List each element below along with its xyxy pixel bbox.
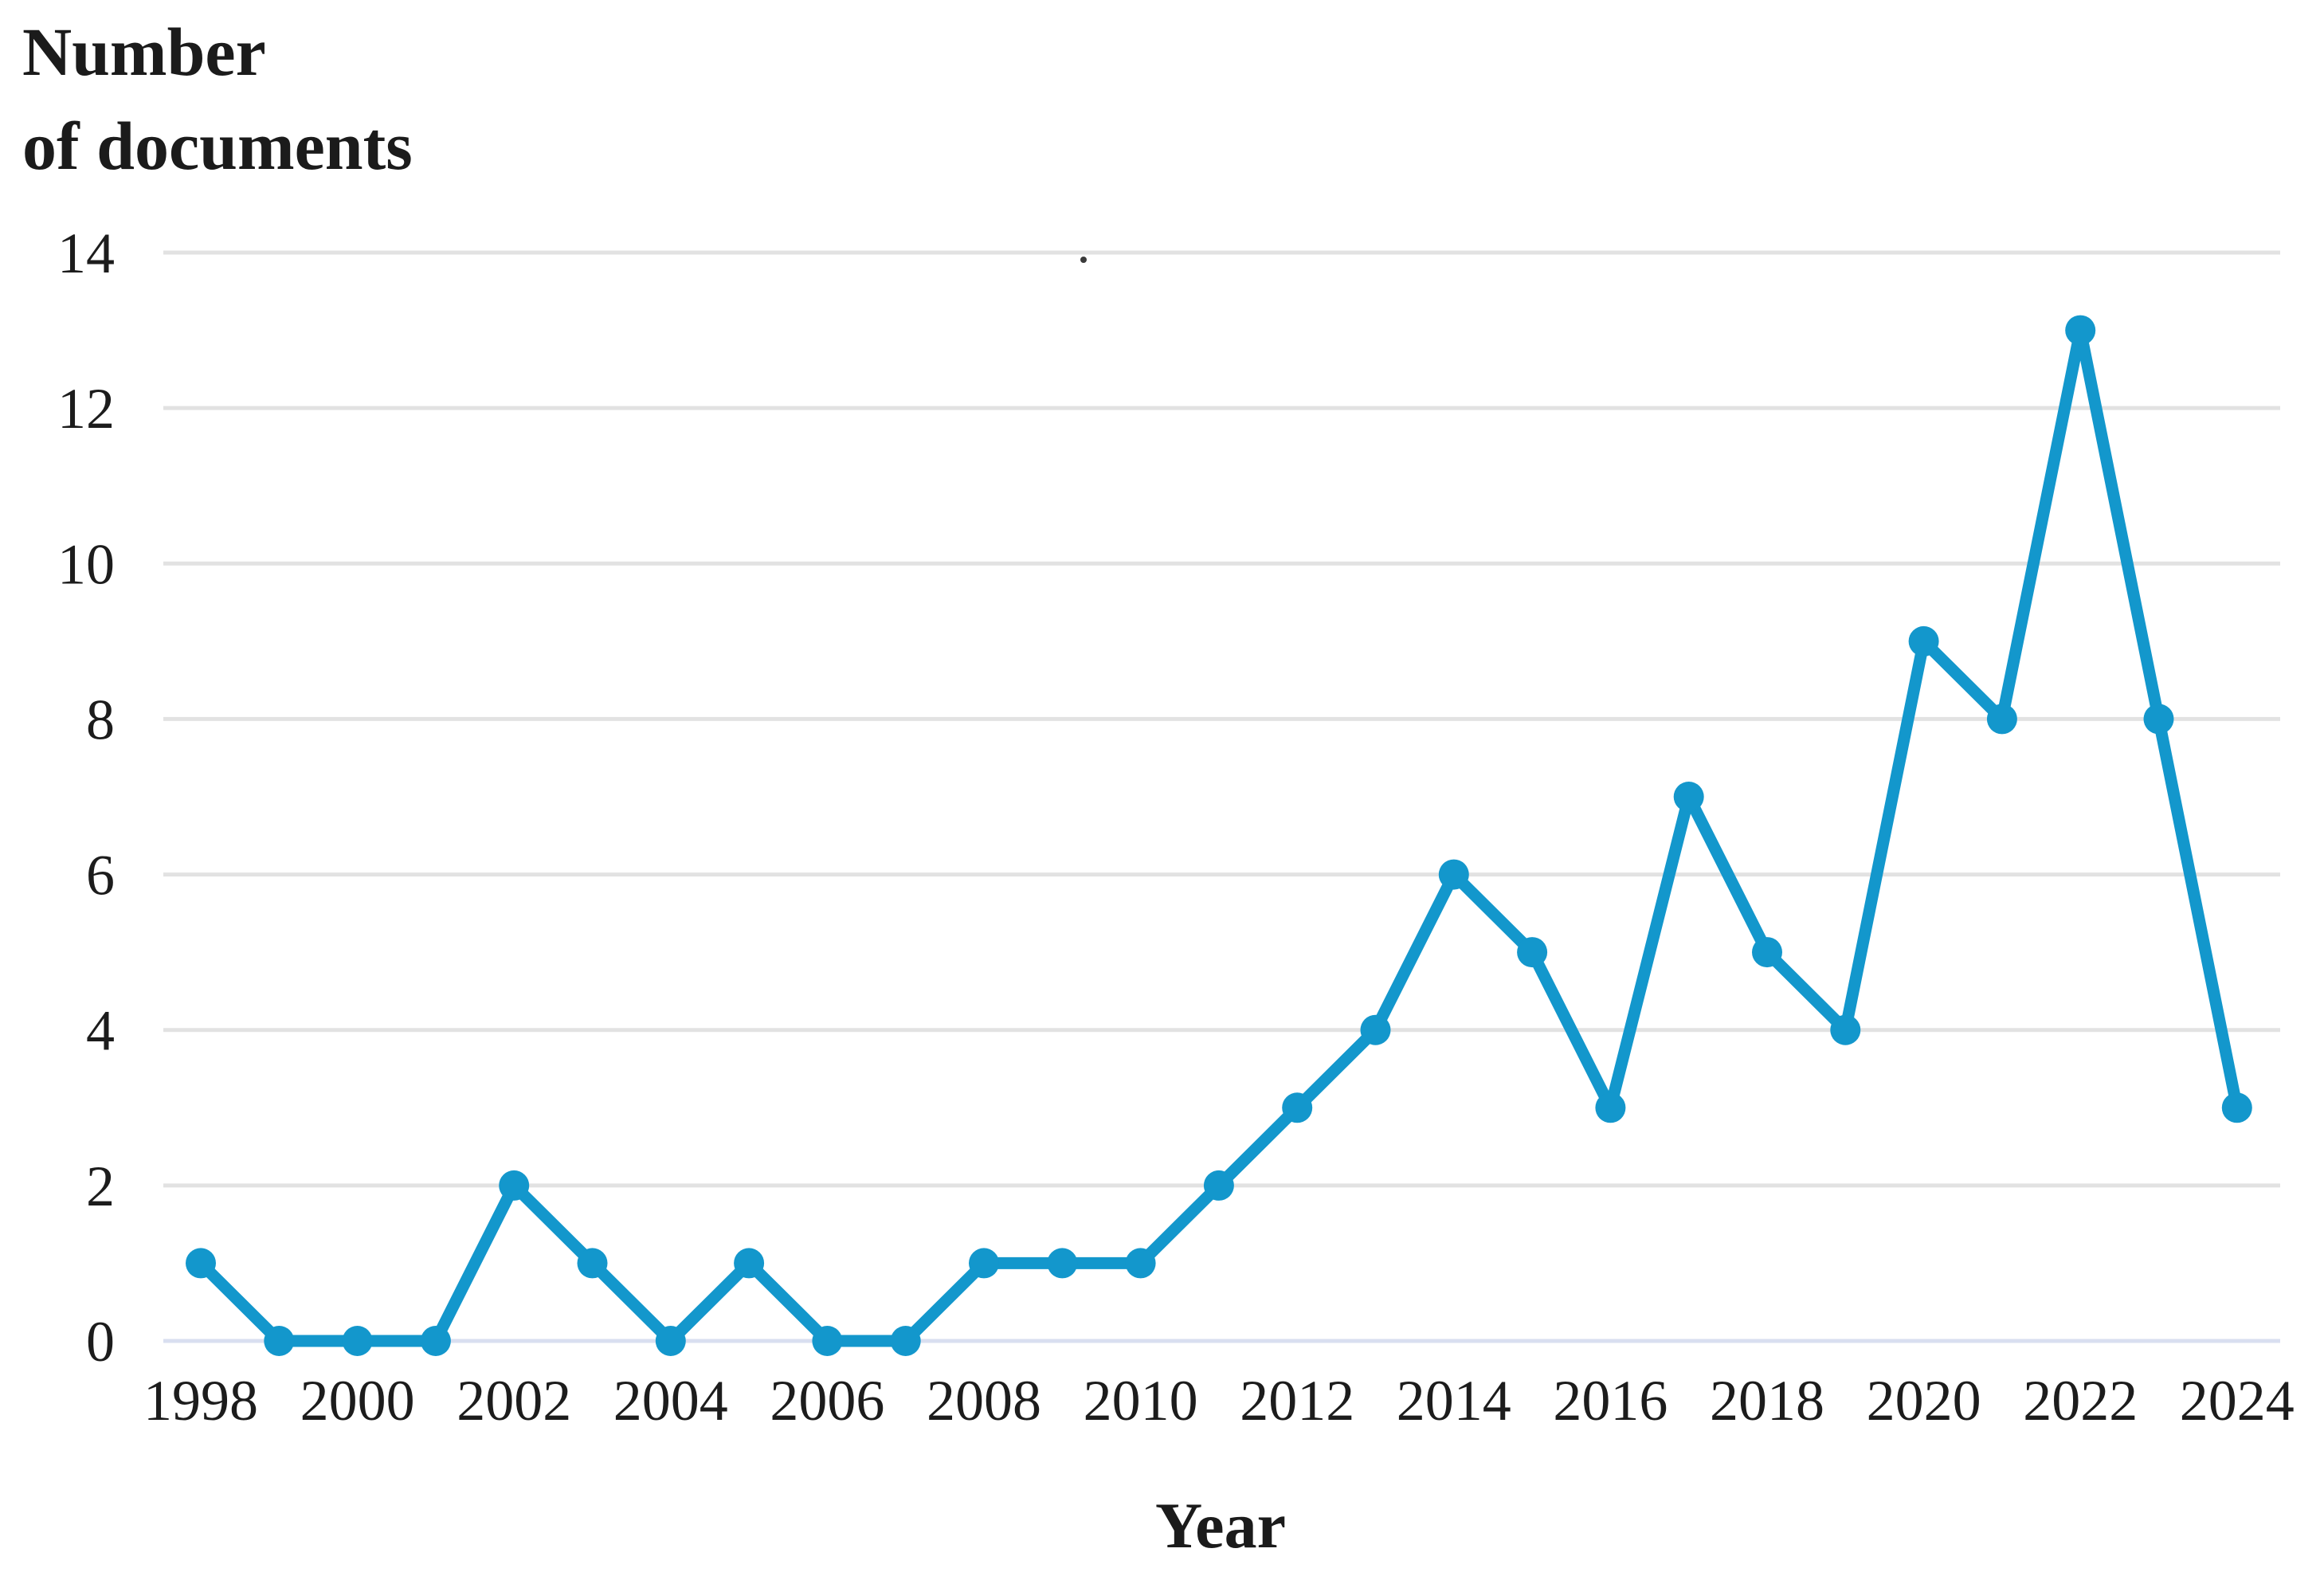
data-point-2004 — [655, 1326, 686, 1356]
data-point-2016 — [1595, 1092, 1626, 1123]
data-point-2011 — [1203, 1170, 1234, 1201]
data-point-2000 — [342, 1326, 373, 1356]
x-tick-label-2024: 2024 — [2180, 1369, 2295, 1433]
y-tick-label-14: 14 — [57, 221, 115, 285]
x-tick-label-2008: 2008 — [927, 1369, 1041, 1433]
x-tick-label-2004: 2004 — [613, 1369, 728, 1433]
data-point-2009 — [1047, 1248, 1078, 1279]
chart-title: Number of documents — [22, 5, 413, 193]
y-tick-label-8: 8 — [86, 688, 115, 751]
data-point-2002 — [499, 1170, 530, 1201]
y-tick-label-4: 4 — [86, 999, 115, 1063]
data-point-2018 — [1752, 937, 1782, 968]
y-tick-label-10: 10 — [57, 532, 115, 596]
x-tick-label-2016: 2016 — [1553, 1369, 1668, 1433]
data-point-1998 — [186, 1248, 216, 1279]
data-point-2005 — [734, 1248, 765, 1279]
x-tick-label-2018: 2018 — [1710, 1369, 1824, 1433]
data-point-2020 — [1908, 625, 1939, 657]
data-point-2003 — [577, 1248, 608, 1279]
x-tick-label-2022: 2022 — [2023, 1369, 2138, 1433]
data-point-2022 — [2065, 315, 2096, 346]
data-point-2008 — [969, 1248, 999, 1279]
x-tick-label-2014: 2014 — [1397, 1369, 1511, 1433]
data-point-2006 — [812, 1326, 843, 1356]
data-point-2015 — [1517, 937, 1548, 968]
data-point-2019 — [1830, 1014, 1861, 1045]
data-point-2007 — [890, 1326, 921, 1356]
data-point-1999 — [264, 1326, 295, 1356]
y-tick-label-2: 2 — [86, 1154, 115, 1218]
data-point-2010 — [1125, 1248, 1156, 1279]
stray-dot-artifact — [1080, 257, 1087, 263]
gridlines — [163, 250, 2280, 1343]
data-point-2021 — [1986, 704, 2017, 735]
chart-title-line2: of documents — [22, 108, 413, 184]
data-point-2013 — [1360, 1014, 1391, 1045]
data-point-2017 — [1673, 782, 1704, 812]
x-tick-label-1998: 1998 — [143, 1369, 258, 1433]
x-tick-label-2002: 2002 — [457, 1369, 571, 1433]
x-tick-label-2012: 2012 — [1240, 1369, 1354, 1433]
x-axis-title: Year — [1155, 1489, 1286, 1562]
chart-title-line1: Number — [22, 14, 266, 90]
x-axis-tick-labels: 1998 2000 2002 2004 2006 2008 2010 2012 2014 2016… — [143, 1369, 2295, 1433]
y-tick-label-0: 0 — [86, 1310, 115, 1374]
data-point-2023 — [2143, 704, 2174, 735]
x-tick-label-2020: 2020 — [1867, 1369, 1981, 1433]
y-axis-tick-labels: 0 2 4 6 8 10 12 14 — [57, 221, 115, 1374]
y-tick-label-6: 6 — [86, 844, 115, 908]
y-tick-label-12: 12 — [57, 377, 115, 441]
data-point-2012 — [1282, 1092, 1313, 1123]
x-tick-label-2006: 2006 — [770, 1369, 884, 1433]
data-point-markers — [186, 315, 2252, 1356]
data-point-2024 — [2221, 1092, 2252, 1123]
data-point-2014 — [1438, 859, 1469, 890]
x-tick-label-2010: 2010 — [1084, 1369, 1198, 1433]
x-tick-label-2000: 2000 — [300, 1369, 415, 1433]
data-point-2001 — [420, 1326, 451, 1356]
